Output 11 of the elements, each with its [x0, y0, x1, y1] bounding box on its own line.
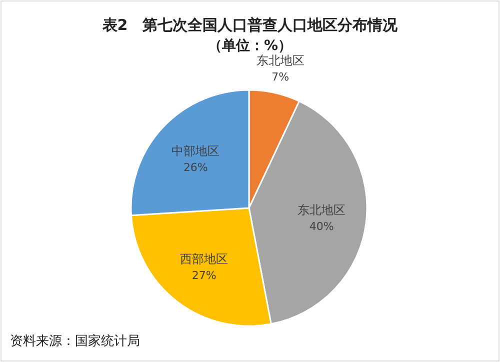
data-label: 40%: [309, 220, 334, 234]
slice-label: 东北地区: [256, 53, 304, 68]
data-label: 26%: [183, 160, 208, 174]
data-label: 27%: [192, 268, 216, 282]
slice-label: 西部地区: [180, 252, 228, 266]
chart-title: 表2 第七次全国人口普查人口地区分布情况: [101, 16, 399, 34]
text: 资料来源：国家统计局: [10, 333, 140, 349]
data-label: 7%: [272, 70, 290, 84]
slice-label: 中部地区: [172, 144, 220, 158]
chart-subtitle: （单位：%）: [208, 38, 292, 54]
slice-label: 东北地区: [298, 203, 346, 218]
